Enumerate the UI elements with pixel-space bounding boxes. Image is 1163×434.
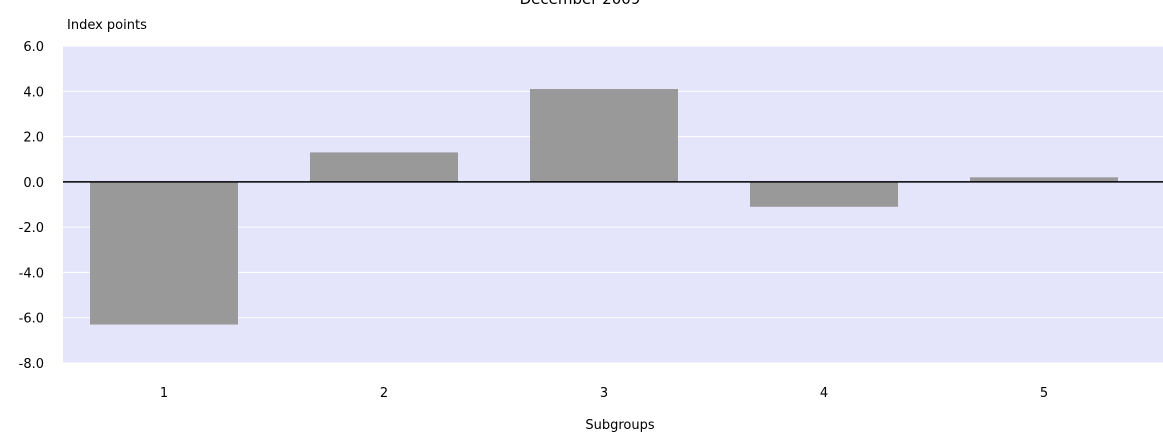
x-axis-label: Subgroups <box>585 418 654 433</box>
x-tick-label: 2 <box>380 386 388 401</box>
y-tick-label: -6.0 <box>19 312 44 327</box>
y-tick-labels: 6.0 4.0 2.0 0.0 -2.0 -4.0 -6.0 -8.0 <box>19 40 44 372</box>
y-tick-label: 4.0 <box>23 85 44 100</box>
bar-5 <box>970 177 1118 182</box>
bar-2 <box>310 152 458 182</box>
y-tick-label: -4.0 <box>19 266 44 281</box>
bars <box>90 89 1118 325</box>
y-tick-label: -2.0 <box>19 221 44 236</box>
bar-3 <box>530 89 678 182</box>
y-tick-label: 6.0 <box>23 40 44 55</box>
y-tick-label: -8.0 <box>19 357 44 372</box>
chart-title: December 2009 <box>520 0 641 8</box>
x-tick-label: 4 <box>820 386 828 401</box>
x-tick-labels: 1 2 3 4 5 <box>160 386 1048 401</box>
x-tick-label: 1 <box>160 386 168 401</box>
x-tick-label: 3 <box>600 386 608 401</box>
bar-1 <box>90 181 238 325</box>
y-tick-label: 0.0 <box>23 176 44 191</box>
y-tick-label: 2.0 <box>23 131 44 146</box>
x-tick-label: 5 <box>1040 386 1048 401</box>
bar-4 <box>750 181 898 207</box>
y-axis-label: Index points <box>67 18 147 33</box>
